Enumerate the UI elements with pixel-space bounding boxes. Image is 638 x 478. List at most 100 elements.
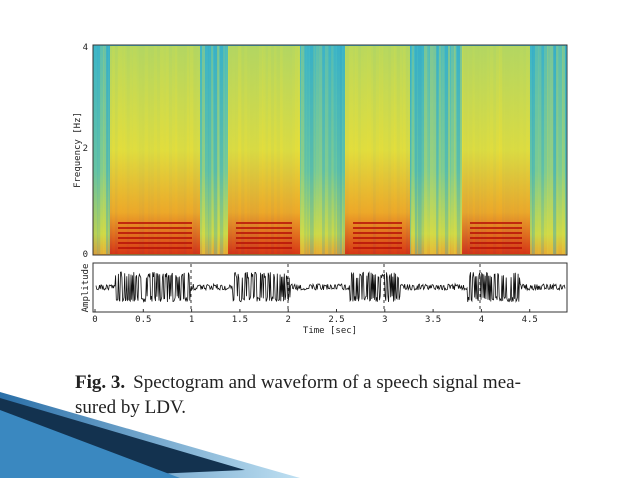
caption-line: sured by LDV. <box>75 397 186 418</box>
y-tick-label: 2 <box>83 144 88 154</box>
spectrogram-stripe <box>334 46 337 254</box>
spectrogram-stripe <box>421 46 425 254</box>
harmonic <box>236 237 292 239</box>
spectrogram-stripe <box>529 46 533 254</box>
spectrogram-stripe <box>547 46 550 254</box>
spectrogram-stripe <box>214 46 218 254</box>
spectrogram-stripe <box>319 46 323 254</box>
spectrogram-stripe <box>202 46 205 254</box>
x-tick-label: 4 <box>479 315 484 325</box>
x-tick-label: 1 <box>189 315 194 325</box>
voiced-segment <box>345 46 410 254</box>
spectrogram-stripe <box>313 46 316 254</box>
spectrogram-stripe <box>337 46 341 254</box>
spectrogram-stripe <box>460 46 464 254</box>
harmonic <box>470 227 522 229</box>
x-tick-label: 2.5 <box>328 315 344 325</box>
x-tick-label: 4.5 <box>522 315 538 325</box>
voiced-segment <box>462 46 530 254</box>
x-tick-label: 0.5 <box>135 315 151 325</box>
spectrogram-stripe <box>457 46 461 254</box>
decoration <box>0 392 300 478</box>
waveform-line <box>95 271 566 303</box>
spectrogram-stripe <box>205 46 209 254</box>
spectrogram-stripe <box>415 46 418 254</box>
spectrogram-stripe <box>310 46 314 254</box>
harmonic <box>236 242 292 244</box>
spectrogram-stripe <box>340 46 343 254</box>
spectrogram-stripe <box>331 46 334 254</box>
y-axis-label: Amplitude <box>81 264 91 313</box>
spectrogram-stripe <box>94 46 98 254</box>
spectrogram-stripe <box>556 46 559 254</box>
spectrogram-stripe <box>424 46 428 254</box>
spectrogram-stripe <box>454 46 457 254</box>
spectrogram-stripe <box>343 46 346 254</box>
x-tick-label: 2 <box>285 315 290 325</box>
y-tick-label: 4 <box>83 43 88 53</box>
spectrogram-stripe <box>316 46 319 254</box>
harmonic <box>118 222 192 224</box>
spectrogram-stripe <box>430 46 434 254</box>
spectrogram-stripe <box>106 46 109 254</box>
spectrogram-stripe <box>538 46 542 254</box>
spectrogram-stripe <box>541 46 544 254</box>
harmonic <box>118 247 192 249</box>
spectrogram-stripe <box>100 46 104 254</box>
harmonic <box>470 247 522 249</box>
spectrogram-stripe <box>226 46 230 254</box>
spectrogram-stripe <box>532 46 535 254</box>
spectrogram-stripe <box>211 46 214 254</box>
harmonic <box>236 222 292 224</box>
harmonic <box>470 222 522 224</box>
spectrogram-stripe <box>562 46 565 254</box>
spectrogram-stripe <box>559 46 563 254</box>
spectrogram-stripe <box>535 46 539 254</box>
voiced-segment <box>228 46 300 254</box>
spectrogram <box>92 44 568 256</box>
spectrogram-stripe <box>217 46 220 254</box>
spectrogram-stripe <box>436 46 439 254</box>
spectrogram-stripe <box>553 46 557 254</box>
spectrogram-stripe <box>199 46 203 254</box>
spectrogram-stripe <box>301 46 305 254</box>
voiced-segment <box>110 46 200 254</box>
harmonic <box>236 232 292 234</box>
harmonic <box>470 232 522 234</box>
spectrogram-stripe <box>304 46 307 254</box>
spectrogram-stripe <box>544 46 548 254</box>
harmonic <box>353 227 402 229</box>
spectrogram-stripe <box>550 46 554 254</box>
x-tick-label: 1.5 <box>232 315 248 325</box>
spectrogram-stripe <box>307 46 310 254</box>
spectrogram-stripe <box>220 46 224 254</box>
caption-label: Fig. 3. <box>75 372 125 393</box>
harmonic <box>353 247 402 249</box>
spectrogram-stripe <box>97 46 101 254</box>
spectrogram-stripe <box>427 46 430 254</box>
spectrogram-stripe <box>445 46 449 254</box>
y-axis-label: Frequency [Hz] <box>73 112 83 188</box>
caption-line: Fig. 3. Spectogram and waveform of a spee… <box>75 372 521 393</box>
spectrogram-stripe <box>409 46 412 254</box>
spectrogram-stripe <box>565 46 568 254</box>
waveform <box>95 264 566 311</box>
harmonic <box>236 227 292 229</box>
x-ticks: 0 0.5 1 1.5 2 2.5 3 3.5 4 4.5 <box>92 309 538 325</box>
harmonic <box>118 242 192 244</box>
spectrogram-stripe <box>325 46 329 254</box>
x-axis-label: Time [sec] <box>303 326 357 336</box>
spectrogram-stripe <box>103 46 107 254</box>
harmonic <box>353 222 402 224</box>
spectrogram-stripe <box>418 46 422 254</box>
spectrogram-stripe <box>448 46 451 254</box>
harmonic <box>353 232 402 234</box>
spectrogram-stripe <box>223 46 226 254</box>
spectrogram-stripe <box>208 46 212 254</box>
x-tick-label: 3 <box>382 315 387 325</box>
caption-text: Spectogram and waveform of a speech sign… <box>133 372 521 393</box>
harmonic <box>118 232 192 234</box>
harmonic <box>470 242 522 244</box>
spectrogram-stripe <box>439 46 442 254</box>
